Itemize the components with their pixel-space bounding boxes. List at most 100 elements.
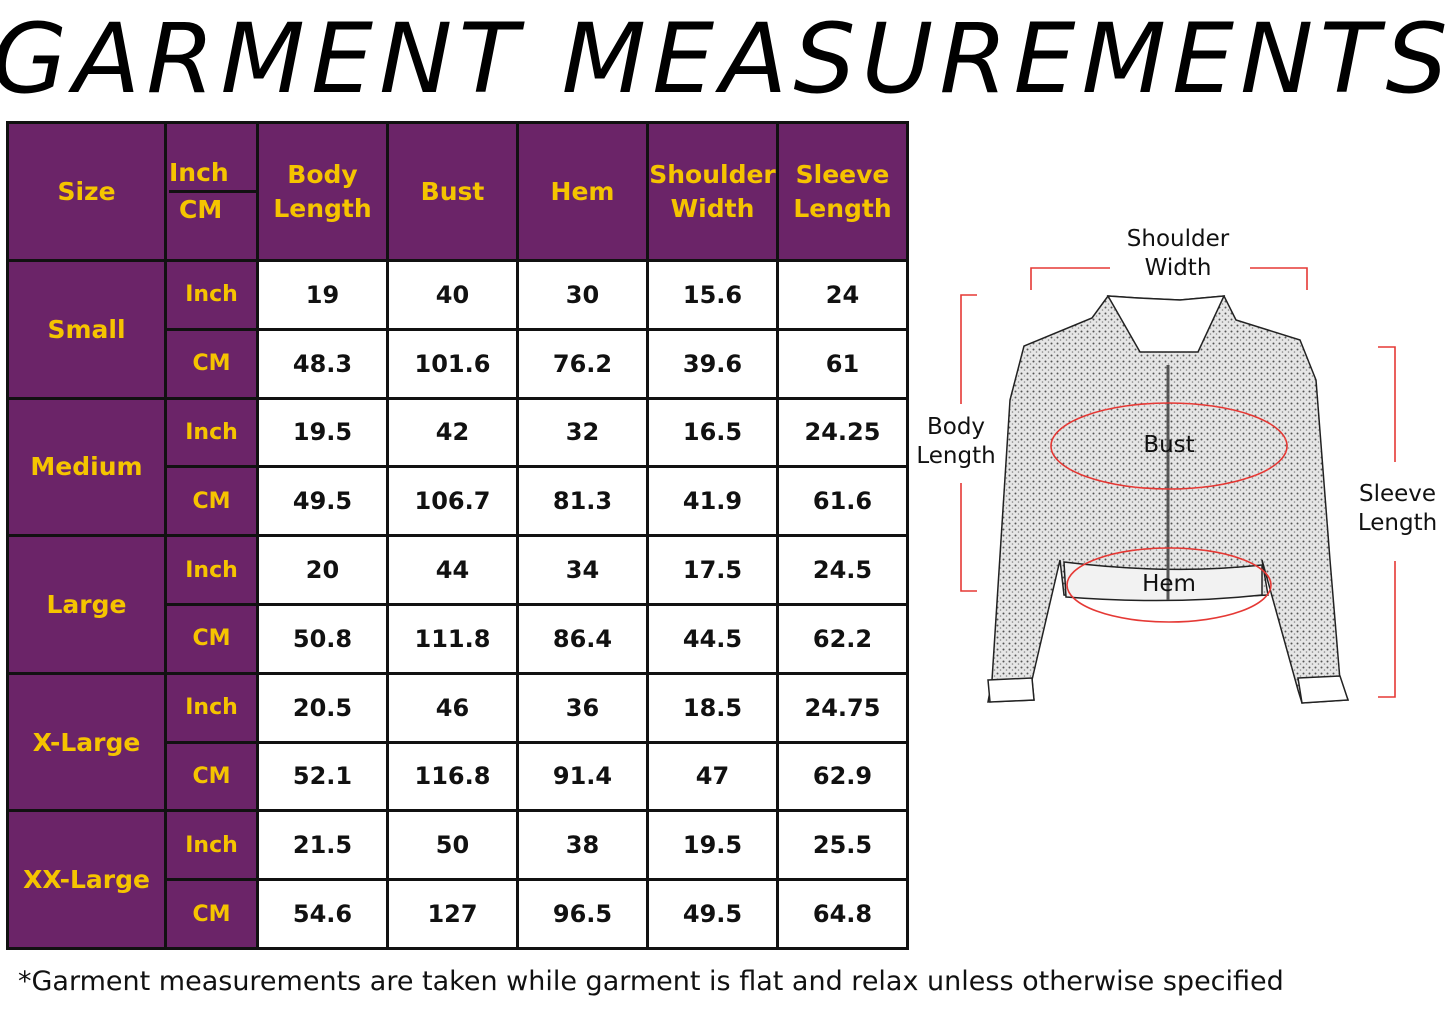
table-row: CM 54.6 127 96.5 49.5 64.8	[8, 878, 909, 950]
label-body-length: Body Length	[906, 413, 1006, 471]
measurement-cell: 25.5	[776, 809, 909, 882]
sleeve-bracket-bottom	[1378, 561, 1396, 698]
measurement-cell: 61	[776, 327, 909, 400]
label-shoulder-width: Shoulder Width	[1108, 225, 1248, 283]
unit-label: Inch	[164, 809, 259, 882]
measurement-cell: 18.5	[646, 671, 779, 744]
unit-label: CM	[164, 740, 259, 813]
measurement-cell: 47	[646, 740, 779, 813]
header-text: Shoulder	[649, 159, 776, 189]
page-title: GARMENT MEASUREMENTS	[0, 3, 1445, 115]
size-chart-table: Size Inch CM Body Length Bust Hem Shoulder…	[6, 121, 909, 950]
measurement-cell: 19	[256, 259, 389, 331]
label-text: Sleeve	[1358, 481, 1437, 507]
size-label: Large	[6, 534, 167, 675]
header-sleeve-length: Sleeve Length	[776, 121, 909, 262]
label-text: Body	[926, 414, 986, 440]
measurement-cell: 20.5	[256, 671, 389, 744]
header-text: Length	[273, 193, 372, 223]
label-sleeve-length: Sleeve Length	[1350, 480, 1445, 538]
footnote: *Garment measurements are taken while ga…	[18, 966, 1284, 997]
table-row: CM 52.1 116.8 91.4 47 62.9	[8, 740, 909, 813]
measurement-cell: 49.5	[646, 878, 779, 950]
measurement-cell: 19.5	[646, 809, 779, 882]
label-text: Length	[916, 443, 996, 469]
table-row: XX-Large Inch 21.5 50 38 19.5 25.5	[6, 809, 909, 950]
unit-label: CM	[164, 327, 259, 400]
measurement-cell: 32	[516, 396, 649, 469]
measurement-cell: 17.5	[646, 534, 779, 606]
table-row: Small Inch 19 40 30 15.6 24	[6, 259, 909, 400]
shoulder-bracket-left	[1030, 267, 1110, 290]
measurement-cell: 127	[386, 878, 519, 950]
header-text: Length	[793, 193, 892, 223]
header-text: Sleeve	[795, 159, 890, 189]
jacket-illustration	[987, 295, 1350, 704]
measurement-cell: 44.5	[646, 602, 779, 675]
body-bracket-top	[960, 294, 977, 404]
label-text: Length	[1357, 510, 1438, 536]
measurement-cell: 48.3	[256, 327, 389, 400]
shoulder-bracket-right	[1250, 267, 1308, 290]
header-body-length: Body Length	[256, 121, 389, 262]
unit-label: CM	[164, 465, 259, 538]
measurement-cell: 15.6	[646, 259, 779, 331]
measurement-cell: 41.9	[646, 465, 779, 538]
sleeve-bracket-top	[1378, 346, 1396, 462]
label-text: Width	[1144, 255, 1212, 281]
measurement-cell: 62.2	[776, 602, 909, 675]
unit-label: Inch	[164, 259, 259, 331]
table-row: CM 49.5 106.7 81.3 41.9 61.6	[8, 465, 909, 538]
measurement-cell: 38	[516, 809, 649, 882]
measurement-cell: 81.3	[516, 465, 649, 538]
measurement-cell: 44	[386, 534, 519, 606]
measurement-cell: 34	[516, 534, 649, 606]
measurement-cell: 96.5	[516, 878, 649, 950]
label-bust: Bust	[1143, 432, 1195, 458]
header-unit: Inch CM	[164, 121, 259, 262]
hem-ellipse	[1066, 547, 1272, 623]
measurement-cell: 64.8	[776, 878, 909, 950]
label-text: Shoulder	[1126, 226, 1230, 252]
bust-ellipse	[1050, 402, 1288, 490]
header-unit-inch: Inch	[169, 156, 256, 193]
measurement-cell: 24	[776, 259, 909, 331]
header-unit-cm: CM	[179, 195, 223, 224]
measurement-cell: 21.5	[256, 809, 389, 882]
measurement-cell: 20	[256, 534, 389, 606]
measurement-cell: 49.5	[256, 465, 389, 538]
measurement-cell: 19.5	[256, 396, 389, 469]
table-row: Medium Inch 19.5 42 32 16.5 24.25	[6, 396, 909, 538]
size-label: XX-Large	[6, 809, 167, 950]
unit-label: Inch	[164, 396, 259, 469]
header-text: Body	[287, 159, 358, 189]
header-bust: Bust	[386, 121, 519, 262]
measurement-cell: 86.4	[516, 602, 649, 675]
label-hem: Hem	[1142, 571, 1196, 597]
measurement-cell: 30	[516, 259, 649, 331]
body-bracket-bottom	[960, 483, 977, 592]
measurement-cell: 50	[386, 809, 519, 882]
size-label: Medium	[6, 396, 167, 538]
unit-label: CM	[164, 602, 259, 675]
table-row: Large Inch 20 44 34 17.5 24.5	[6, 534, 909, 675]
measurement-cell: 46	[386, 671, 519, 744]
measurement-cell: 24.25	[776, 396, 909, 469]
measurement-cell: 116.8	[386, 740, 519, 813]
header-text: Width	[670, 193, 755, 223]
measurement-cell: 76.2	[516, 327, 649, 400]
header-row: Size Inch CM Body Length Bust Hem Shoulder…	[6, 121, 909, 262]
measurement-cell: 40	[386, 259, 519, 331]
measurement-cell: 24.5	[776, 534, 909, 606]
measurement-cell: 52.1	[256, 740, 389, 813]
unit-label: Inch	[164, 534, 259, 606]
measurement-cell: 50.8	[256, 602, 389, 675]
measurement-cell: 42	[386, 396, 519, 469]
header-hem: Hem	[516, 121, 649, 262]
table-row: X-Large Inch 20.5 46 36 18.5 24.75	[6, 671, 909, 813]
unit-label: CM	[164, 878, 259, 950]
measurement-cell: 62.9	[776, 740, 909, 813]
measurement-cell: 101.6	[386, 327, 519, 400]
measurement-cell: 16.5	[646, 396, 779, 469]
